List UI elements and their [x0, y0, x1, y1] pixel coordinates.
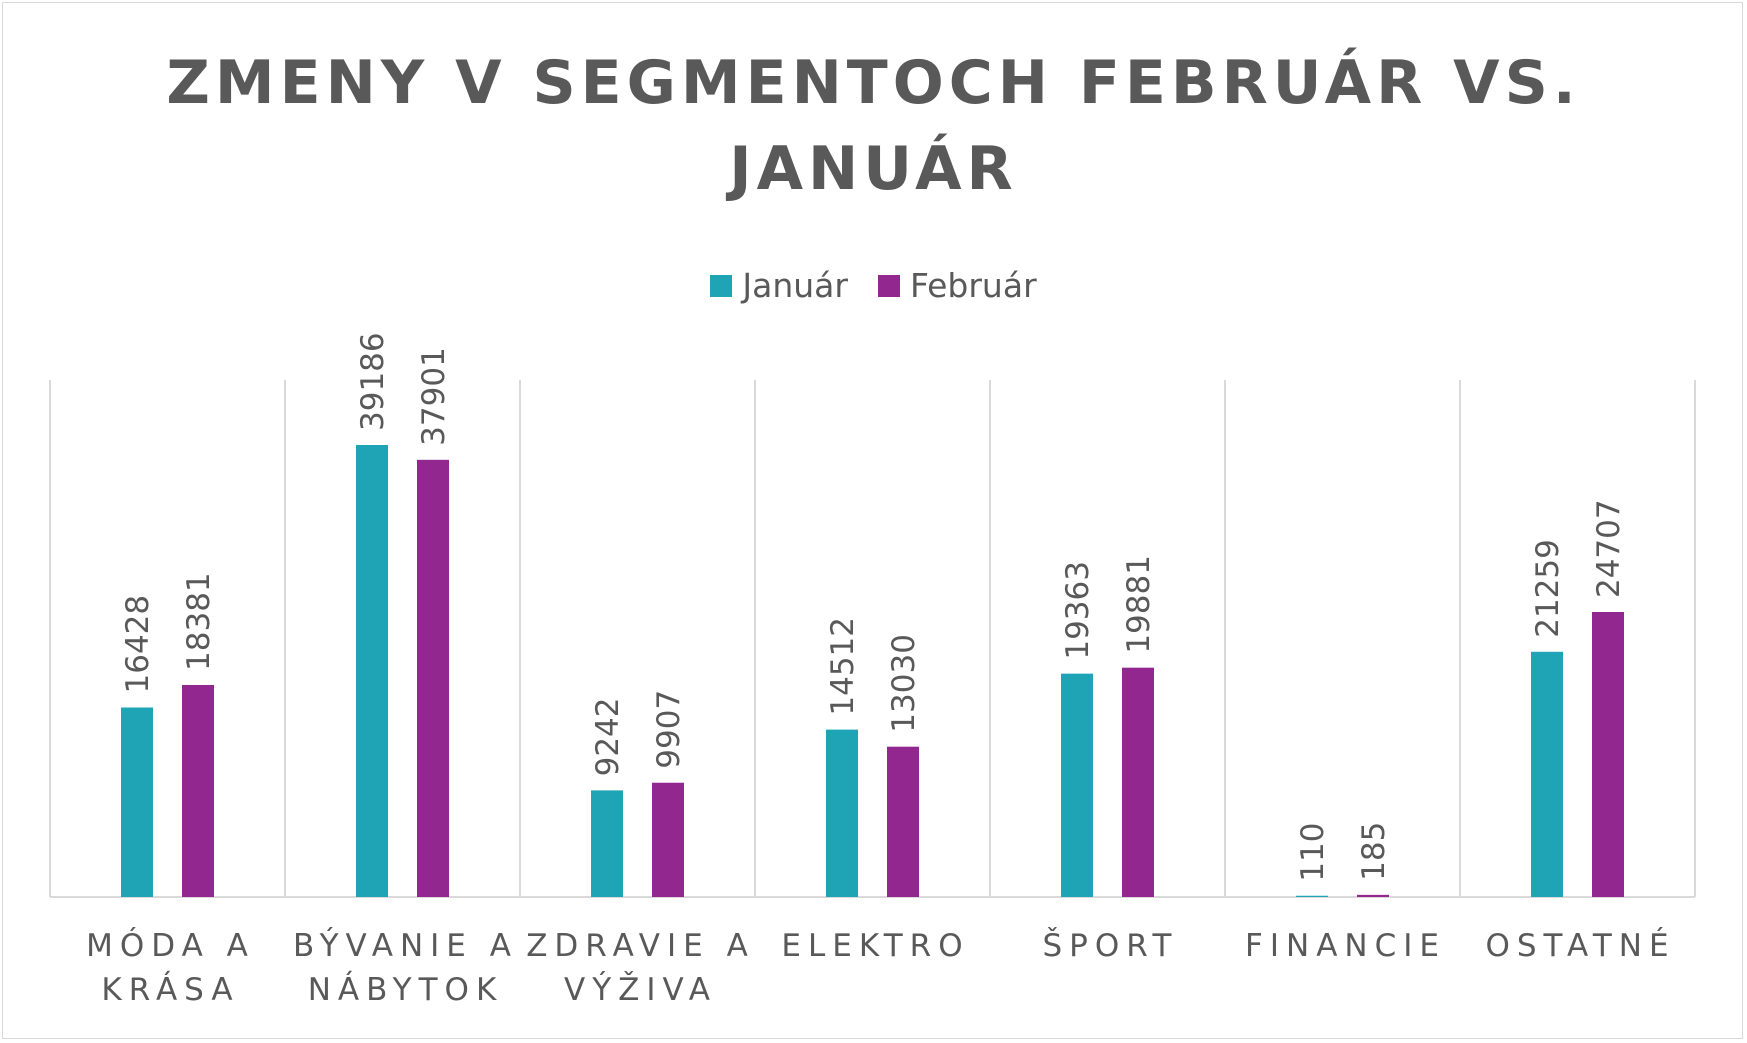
bar-january — [1531, 651, 1563, 897]
legend-item-february: Február — [877, 266, 1037, 305]
bar-february — [1122, 667, 1154, 897]
category-label: KRÁSA — [101, 972, 239, 1008]
legend: Január Február — [0, 266, 1747, 305]
category-label: ZDRAVIE A — [526, 928, 755, 964]
data-label: 37901 — [416, 347, 452, 446]
data-label: 185 — [1356, 822, 1392, 881]
legend-swatch-february — [877, 274, 900, 297]
legend-swatch-january — [710, 274, 733, 297]
bar-january — [121, 707, 153, 897]
category-label: OSTATNÉ — [1485, 928, 1675, 964]
category-label: ŠPORT — [1043, 927, 1179, 964]
legend-item-january: Január — [710, 266, 848, 305]
bar-february — [182, 684, 214, 897]
category-label: VÝŽIVA — [564, 972, 717, 1008]
data-label: 13030 — [886, 634, 922, 733]
data-label: 19881 — [1121, 555, 1157, 654]
bar-january — [1061, 673, 1093, 897]
bar-february — [887, 746, 919, 897]
data-label: 110 — [1295, 823, 1331, 882]
chart-title-line-2: JANUÁR — [729, 134, 1018, 204]
data-label: 19363 — [1060, 561, 1096, 660]
data-label: 39186 — [355, 332, 391, 431]
category-label: BÝVANIE A — [293, 928, 518, 964]
data-label: 16428 — [120, 595, 156, 694]
data-label: 9907 — [651, 690, 687, 769]
category-label: ELEKTRO — [781, 928, 969, 964]
category-label: MÓDA A — [86, 927, 255, 964]
category-label: NÁBYTOK — [308, 972, 504, 1008]
bar-february — [1592, 612, 1624, 897]
chart-title: ZMENY V SEGMENTOCH FEBRUÁR VS. JANUÁR — [0, 40, 1747, 212]
data-label: 21259 — [1530, 539, 1566, 638]
category-label: FINANCIE — [1245, 928, 1446, 964]
bar-january — [1296, 895, 1328, 897]
bar-january — [826, 729, 858, 897]
bar-january — [356, 445, 388, 897]
data-label: 24707 — [1591, 499, 1627, 598]
data-label: 9242 — [590, 697, 626, 776]
bar-february — [1357, 894, 1389, 897]
chart-title-line-1: ZMENY V SEGMENTOCH FEBRUÁR VS. — [166, 48, 1581, 118]
bar-january — [591, 790, 623, 897]
legend-label-february: Február — [909, 266, 1037, 305]
bar-february — [652, 782, 684, 897]
data-label: 18381 — [181, 572, 217, 671]
legend-label-january: Január — [742, 266, 848, 305]
bar-february — [417, 459, 449, 897]
data-label: 14512 — [825, 617, 861, 716]
